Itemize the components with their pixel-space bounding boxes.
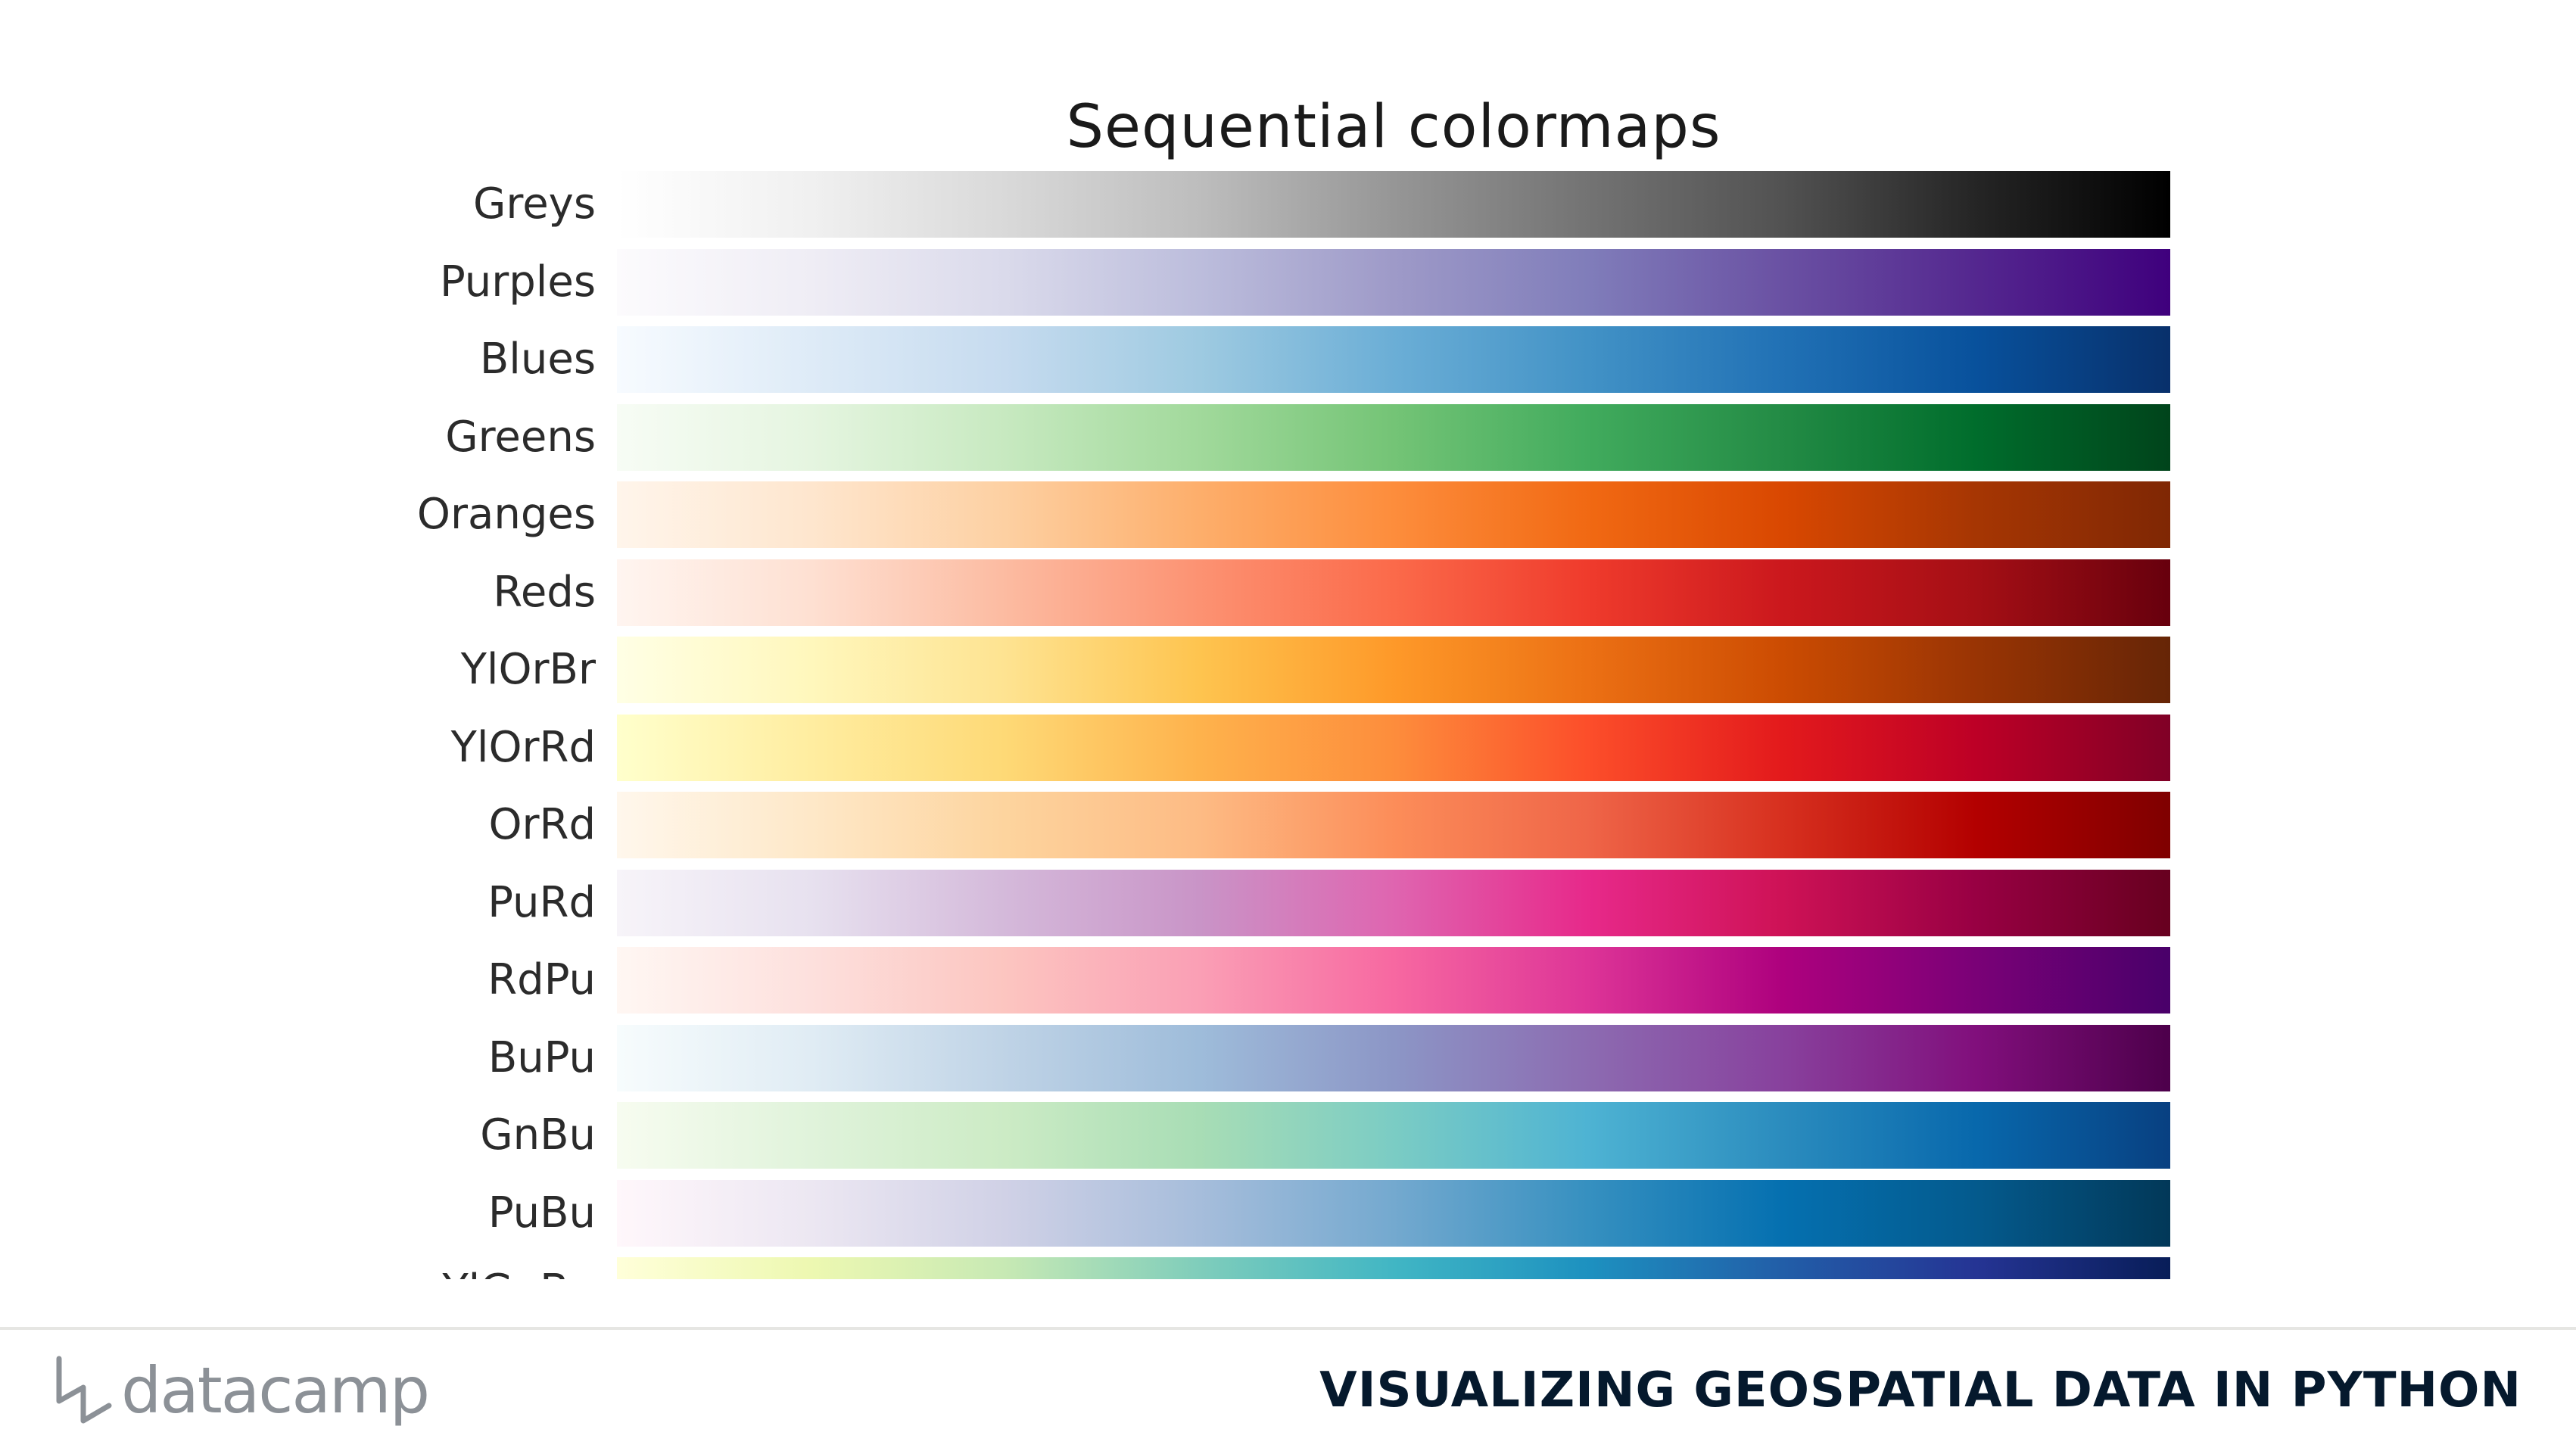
- colormap-label: Purples: [439, 257, 596, 307]
- colormap-label: Oranges: [416, 490, 596, 539]
- colormap-label: PuRd: [487, 878, 596, 927]
- colormap-bar: [617, 1180, 2170, 1247]
- course-title: VISUALIZING GEOSPATIAL DATA IN PYTHON: [1319, 1362, 2521, 1418]
- colormap-label: Reds: [493, 568, 596, 617]
- colormap-row: RdPu: [0, 947, 2576, 1014]
- datacamp-logo-icon: [56, 1356, 112, 1424]
- colormap-row: OrRd: [0, 792, 2576, 858]
- colormap-label: Greens: [445, 413, 596, 462]
- colormap-bar: [617, 792, 2170, 858]
- colormap-row: Purples: [0, 249, 2576, 316]
- colormap-bar: [617, 249, 2170, 316]
- colormap-label: Blues: [479, 335, 596, 384]
- colormap-label: YlOrBr: [460, 645, 596, 694]
- colormap-label: BuPu: [487, 1033, 596, 1082]
- colormap-bar: [617, 637, 2170, 703]
- colormap-bar: [617, 715, 2170, 781]
- colormap-label: GnBu: [480, 1110, 596, 1160]
- colormap-bar: [617, 171, 2170, 238]
- colormap-row: PuRd: [0, 870, 2576, 936]
- colormap-label: YlGnBu: [442, 1257, 596, 1279]
- colormap-row: YlGnBu: [0, 1257, 2576, 1279]
- colormap-bar: [617, 481, 2170, 548]
- colormap-bar: [617, 404, 2170, 471]
- colormap-bar: [617, 326, 2170, 393]
- colormap-bar: [617, 947, 2170, 1014]
- colormap-row: Oranges: [0, 481, 2576, 548]
- datacamp-logo: datacamp: [53, 1353, 430, 1428]
- colormap-row: Greys: [0, 171, 2576, 238]
- colormap-row: GnBu: [0, 1102, 2576, 1169]
- colormap-row: Greens: [0, 404, 2576, 471]
- colormap-row: YlOrBr: [0, 637, 2576, 703]
- colormap-row: PuBu: [0, 1180, 2576, 1247]
- colormap-bar: [617, 1257, 2170, 1279]
- logo-text: datacamp: [121, 1353, 430, 1428]
- colormap-row: BuPu: [0, 1025, 2576, 1091]
- footer: datacamp VISUALIZING GEOSPATIAL DATA IN …: [0, 1330, 2576, 1451]
- footer-divider: [0, 1327, 2576, 1330]
- colormap-label: PuBu: [487, 1188, 596, 1238]
- colormap-figure: Sequential colormaps Greys Purples Blues Gr…: [0, 93, 2576, 1279]
- colormap-label: YlOrRd: [450, 723, 596, 772]
- figure-title: Sequential colormaps: [1066, 93, 1721, 161]
- colormap-bar: [617, 1025, 2170, 1091]
- colormap-bar: [617, 1102, 2170, 1169]
- colormap-label: Greys: [473, 179, 596, 229]
- colormap-row: YlOrRd: [0, 715, 2576, 781]
- colormap-bar: [617, 870, 2170, 936]
- colormap-label: OrRd: [488, 800, 596, 849]
- colormap-label: RdPu: [487, 955, 596, 1004]
- colormap-bar: [617, 559, 2170, 626]
- colormap-row: Reds: [0, 559, 2576, 626]
- colormap-row: Blues: [0, 326, 2576, 393]
